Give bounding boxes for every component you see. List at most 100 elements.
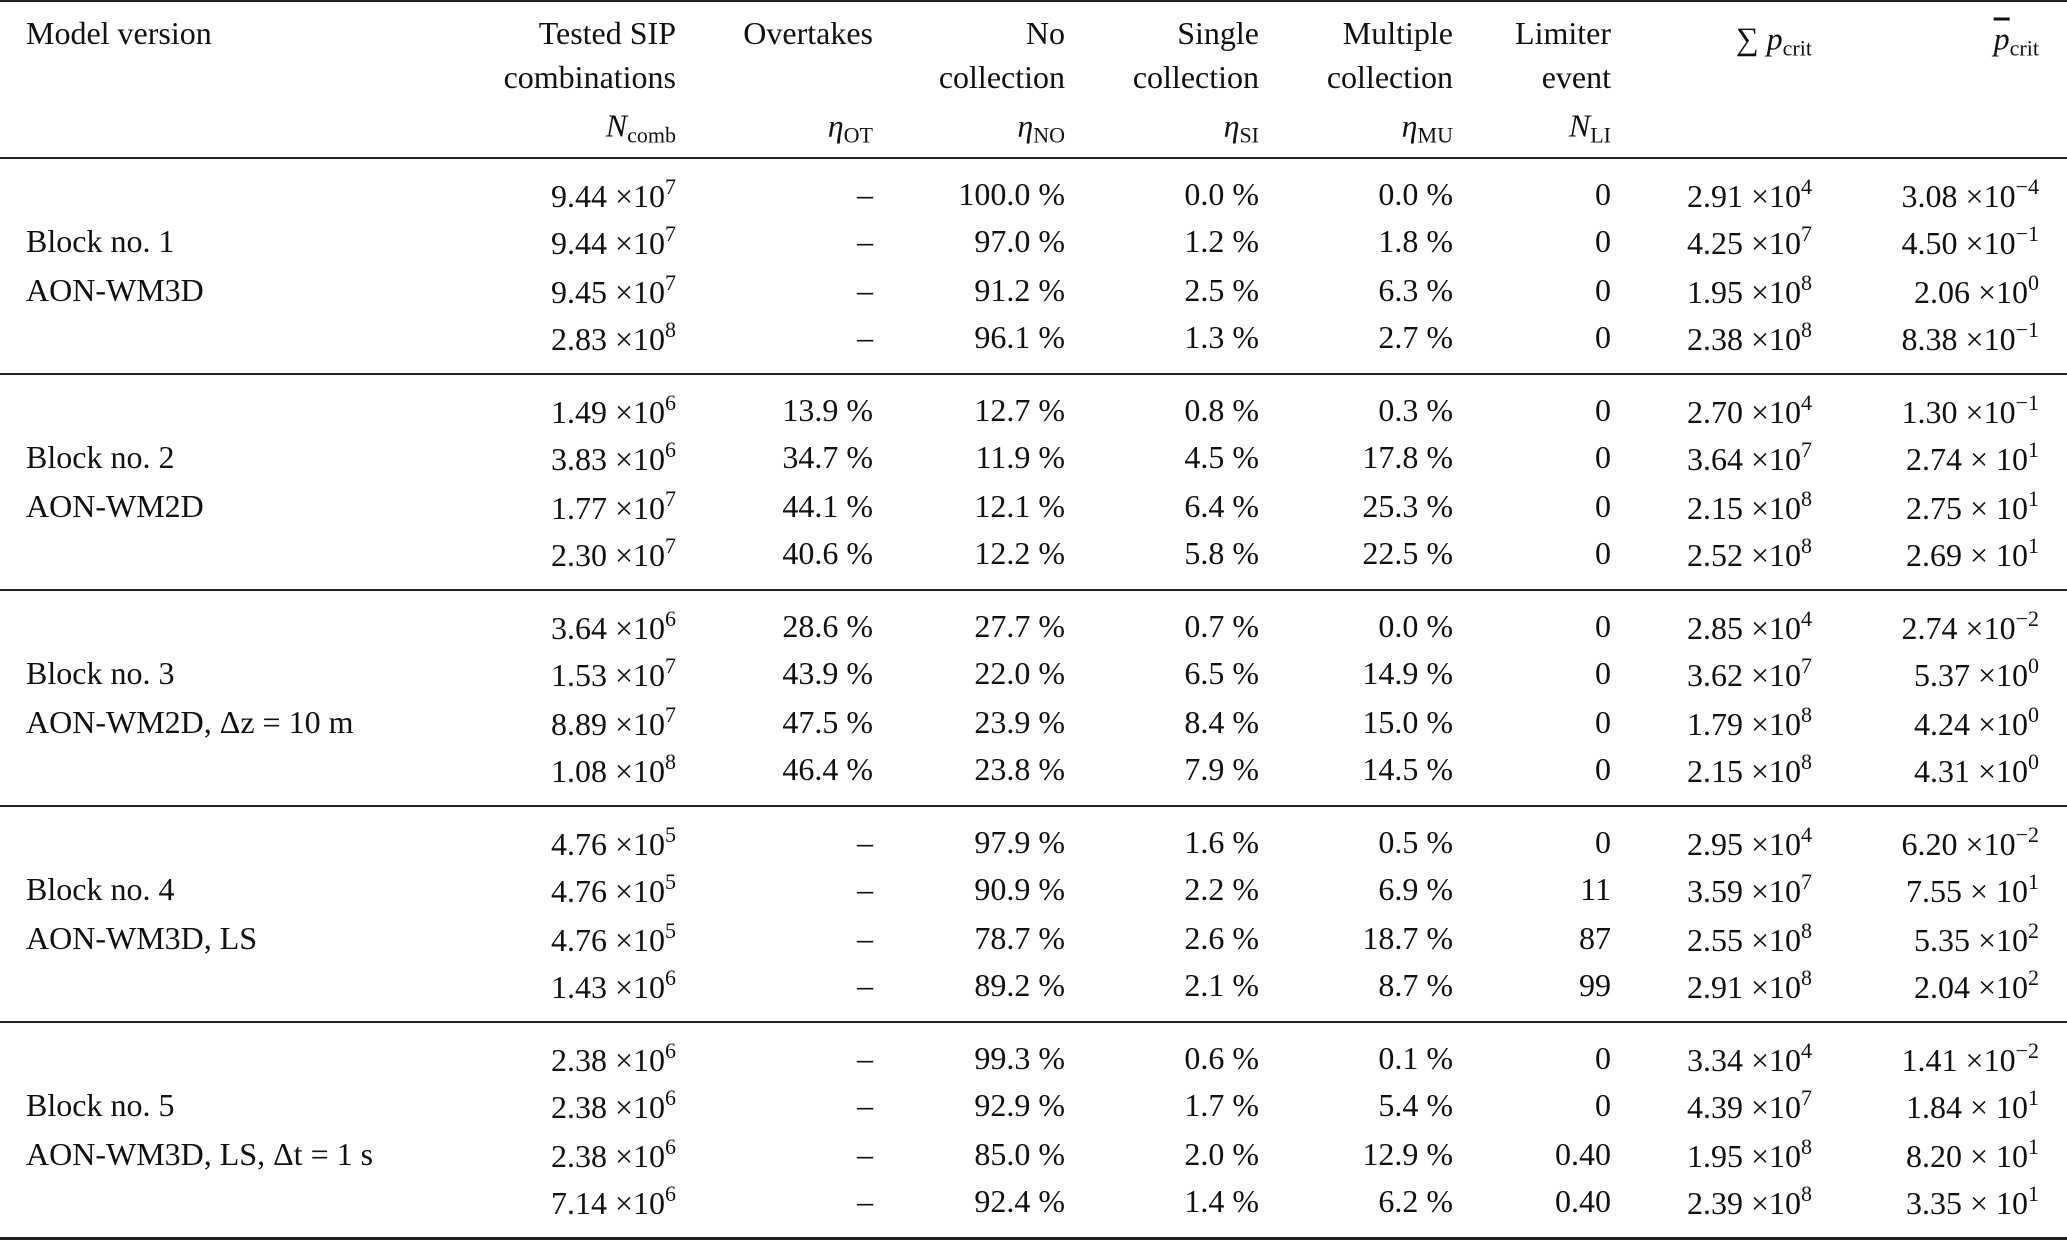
header-text: Tested SIP (538, 15, 676, 51)
cell-value: 1.7 % (1184, 1087, 1259, 1123)
cell-value: 6.20 ×10−2 (1902, 824, 2039, 861)
block-label: Block no. 5 (26, 1087, 175, 1123)
cell-value: 3.59 ×107 (1686, 869, 1812, 909)
header-text: Single (1177, 15, 1259, 51)
cell-value: 4.5 % (1184, 439, 1259, 475)
cell-value: 2.91 ×104 (1686, 174, 1812, 214)
mantissa: 4.76 ×10 (550, 826, 665, 862)
block-label: Block no. 2 (26, 439, 175, 475)
cell-value: 4.50 ×10−1 (1902, 221, 2039, 260)
cell-value: 7.9 % (1184, 751, 1259, 787)
header-text: collection (938, 59, 1065, 95)
cell-value: 1.41 ×10−2 (1902, 1040, 2039, 1077)
exponent: 8 (1801, 749, 1812, 774)
cell-value: 1.2 % (1184, 223, 1259, 259)
exponent: 4 (1801, 822, 1812, 847)
cell-value: 8.20 × 101 (1906, 1136, 2039, 1173)
cell-value: 92.4 % (974, 1183, 1065, 1219)
header-symbol: ηMU (1402, 110, 1453, 147)
header-text: Model version (26, 15, 212, 51)
exponent: 0 (2028, 749, 2039, 774)
mantissa: 2.70 ×10 (1686, 394, 1801, 430)
cell-value: 0 (1595, 704, 1611, 740)
cell-value: 2.39 ×108 (1687, 1183, 1812, 1220)
cell-value: 1.30 ×10−1 (1902, 392, 2039, 429)
cell-value: 2.06 ×100 (1914, 272, 2039, 309)
header-text: Overtakes (743, 15, 873, 51)
cell-value: 12.1 % (974, 488, 1065, 524)
exponent: 1 (2028, 533, 2039, 558)
exponent: 8 (1801, 918, 1812, 943)
cell-value: 1.6 % (1184, 824, 1259, 860)
cell-value: 1.53 ×107 (551, 653, 676, 692)
cell-value: 3.62 ×107 (1686, 655, 1812, 693)
exponent: 1 (2028, 1085, 2039, 1110)
exponent: 7 (665, 486, 676, 511)
exponent: 6 (665, 965, 676, 990)
mantissa: 2.38 ×10 (550, 1042, 665, 1078)
exponent: 4 (1801, 390, 1812, 415)
mantissa: 2.83 ×10 (550, 321, 665, 357)
cell-value: 2.7 % (1378, 319, 1453, 355)
mantissa: 1.43 ×10 (550, 969, 665, 1005)
mantissa: 2.15 ×10 (1686, 490, 1801, 526)
cell-value: 0 (1595, 439, 1611, 475)
cell-value: 0 (1595, 655, 1611, 691)
cell-value: 2.70 ×104 (1686, 390, 1812, 430)
symbol: p (1993, 20, 2010, 57)
exponent: 7 (665, 270, 676, 295)
cell-value: 47.5 % (782, 704, 873, 740)
cell-value: 0.0 % (1378, 608, 1453, 644)
mantissa: 3.83 ×10 (550, 441, 665, 477)
mantissa: 4.25 ×10 (1686, 225, 1801, 261)
mantissa: 7.14 ×10 (550, 1185, 665, 1221)
mantissa: 2.15 ×10 (1686, 753, 1801, 789)
cell-value: 2.30 ×107 (551, 535, 676, 572)
exponent: 7 (1801, 869, 1812, 894)
header-text: event (1541, 59, 1611, 95)
symbol: η (1223, 107, 1240, 144)
cell-value: 0 (1595, 392, 1611, 428)
mantissa: 3.62 ×10 (1686, 657, 1801, 693)
cell-value: 2.91 ×108 (1687, 967, 1812, 1004)
exponent: 8 (1801, 533, 1812, 558)
cell-value: 2.1 % (1184, 967, 1259, 1003)
cell-value: 23.8 % (974, 751, 1065, 787)
mantissa: 4.76 ×10 (550, 873, 665, 909)
cell-value: 1.4 % (1184, 1183, 1259, 1219)
exponent: 1 (2028, 1181, 2039, 1206)
cell-value: 2.5 % (1184, 272, 1259, 308)
mantissa: 9.44 ×10 (550, 178, 665, 214)
cell-value: 6.4 % (1184, 488, 1259, 524)
mantissa: 2.38 ×10 (1686, 321, 1801, 357)
mantissa: 3.59 ×10 (1686, 873, 1801, 909)
exponent: 7 (665, 653, 676, 678)
mantissa: 2.91 ×10 (1686, 178, 1801, 214)
exponent: 1 (2028, 437, 2039, 462)
header-text: combinations (503, 59, 676, 95)
mantissa: 2.74 ×10 (1901, 610, 2016, 646)
cell-value: 22.5 % (1362, 535, 1453, 571)
cell-value: 15.0 % (1362, 704, 1453, 740)
cell-value: 97.0 % (974, 223, 1065, 259)
cell-value: 1.84 × 101 (1906, 1085, 2039, 1124)
exponent: 4 (1801, 174, 1812, 199)
rule (0, 157, 2067, 159)
cell-value: 12.9 % (1362, 1136, 1453, 1172)
cell-value: 2.2 % (1184, 871, 1259, 907)
cell-value: 0 (1595, 608, 1611, 644)
cell-value: 1.79 ×108 (1687, 704, 1812, 741)
mantissa: 5.37 ×10 (1913, 657, 2028, 693)
exponent: 1 (2028, 486, 2039, 511)
cell-value: 89.2 % (974, 967, 1065, 1003)
cell-value: 28.6 % (782, 608, 873, 644)
cell-value: 4.25 ×107 (1686, 223, 1812, 261)
symbol: η (1017, 107, 1034, 144)
cell-value: 7.55 × 101 (1906, 871, 2039, 908)
cell-value: 14.5 % (1362, 751, 1453, 787)
cell-value: – (857, 223, 873, 259)
cell-value: 2.75 × 101 (1906, 486, 2039, 525)
exponent: −1 (2015, 221, 2039, 246)
mantissa: 2.38 ×10 (550, 1138, 665, 1174)
cell-value: 6.3 % (1378, 272, 1453, 308)
